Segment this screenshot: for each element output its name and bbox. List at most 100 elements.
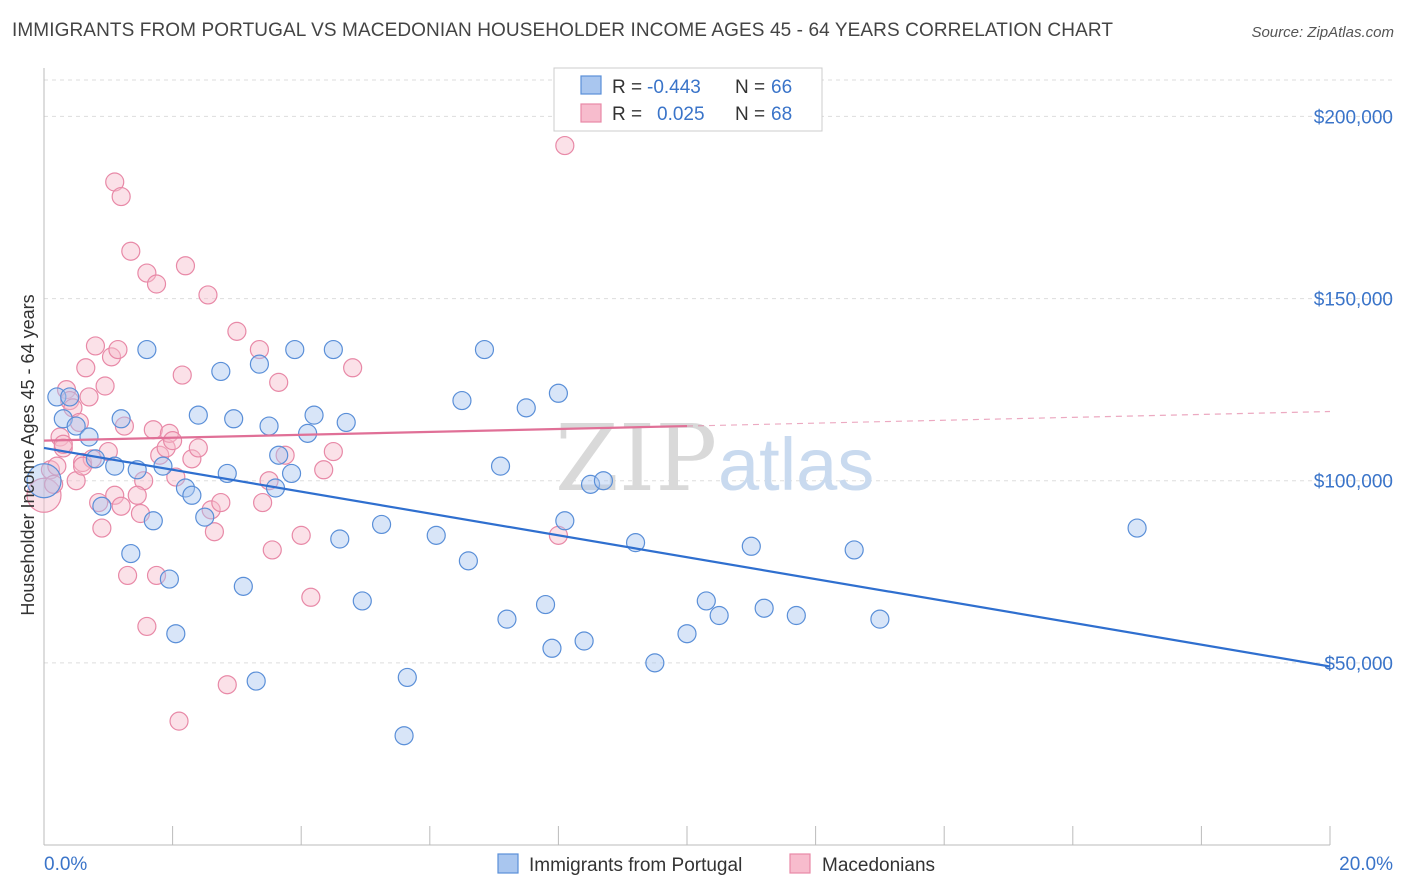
series-portugal-points bbox=[26, 339, 1147, 746]
macedonians-point-30 bbox=[137, 616, 157, 637]
portugal-point-27 bbox=[259, 416, 279, 436]
legend-label-macedonians: Macedonians bbox=[822, 855, 935, 876]
y-tick-label-3: $200,000 bbox=[1314, 107, 1393, 128]
portugal-point-36 bbox=[336, 412, 356, 433]
portugal-point-60 bbox=[741, 536, 761, 556]
trend-line-macedonians bbox=[43, 424, 688, 442]
portugal-point-17 bbox=[175, 478, 196, 498]
portugal-point-25 bbox=[246, 671, 266, 691]
macedonians-point-10 bbox=[69, 412, 89, 433]
trend-line-portugal bbox=[43, 446, 1331, 668]
portugal-point-38 bbox=[371, 514, 392, 535]
portugal-point-56 bbox=[645, 653, 665, 673]
portugal-point-52 bbox=[574, 631, 594, 651]
portugal-point-15 bbox=[159, 569, 179, 589]
stats-r-value-2: 0.025 bbox=[657, 104, 705, 125]
portugal-point-50 bbox=[548, 383, 569, 403]
macedonians-point-13 bbox=[79, 387, 99, 407]
portugal-point-44 bbox=[474, 339, 495, 360]
macedonians-point-57 bbox=[314, 460, 334, 480]
trend-line-macedonians-extension bbox=[686, 410, 1331, 427]
portugal-point-7 bbox=[92, 496, 112, 516]
y-tick-labels: $50,000 $100,000 $150,000 $200,000 bbox=[1314, 107, 1393, 674]
macedonians-point-58 bbox=[323, 441, 343, 462]
macedonians-point-20 bbox=[101, 347, 122, 367]
stats-n-value-2: 68 bbox=[771, 104, 792, 125]
macedonians-point-33 bbox=[146, 565, 167, 586]
portugal-point-58 bbox=[696, 591, 716, 611]
portugal-point-63 bbox=[844, 540, 864, 560]
macedonians-point-37 bbox=[163, 431, 183, 451]
macedonians-point-46 bbox=[211, 492, 231, 513]
macedonians-point-59 bbox=[343, 358, 363, 378]
macedonians-point-1 bbox=[40, 460, 61, 480]
portugal-point-26 bbox=[249, 354, 270, 374]
legend-swatch-macedonians bbox=[789, 853, 811, 874]
portugal-point-53 bbox=[580, 474, 601, 494]
y-tick-label-0: $50,000 bbox=[1324, 654, 1393, 675]
macedonians-point-44 bbox=[201, 500, 221, 520]
macedonians-point-17 bbox=[92, 518, 112, 538]
macedonians-point-16 bbox=[89, 492, 109, 513]
macedonians-point-12 bbox=[76, 358, 96, 378]
macedonians-point-18 bbox=[95, 376, 115, 396]
macedonians-point-26 bbox=[121, 241, 141, 261]
macedonians-point-34 bbox=[150, 445, 170, 465]
portugal-point-5 bbox=[79, 427, 99, 447]
portugal-point-16 bbox=[166, 624, 186, 644]
portugal-point-57 bbox=[677, 624, 697, 644]
series-macedonians-points bbox=[26, 135, 575, 731]
y-tick-label-2: $150,000 bbox=[1314, 290, 1393, 311]
portugal-point-64 bbox=[870, 609, 890, 629]
y-tick-label-1: $100,000 bbox=[1314, 472, 1393, 493]
portugal-point-46 bbox=[497, 609, 517, 629]
macedonians-point-67 bbox=[555, 135, 575, 156]
y-axis-label: Householder Income Ages 45 - 64 years bbox=[18, 294, 38, 615]
trend-lines bbox=[43, 410, 1331, 668]
portugal-point-54 bbox=[593, 471, 614, 491]
legend-label-portugal: Immigrants from Portugal bbox=[529, 855, 742, 876]
portugal-point-47 bbox=[516, 398, 536, 418]
stats-swatch-portugal bbox=[580, 75, 602, 95]
x-tick-label-0: 0.0% bbox=[44, 854, 87, 875]
macedonians-point-42 bbox=[182, 449, 202, 469]
portugal-point-29 bbox=[269, 445, 289, 465]
macedonians-point-31 bbox=[143, 420, 163, 440]
source-credit: Source: ZipAtlas.com bbox=[1251, 24, 1394, 41]
macedonians-point-21 bbox=[105, 485, 125, 505]
macedonians-point-52 bbox=[262, 540, 282, 560]
macedonians-point-55 bbox=[291, 525, 311, 545]
watermark-zip: ZIP bbox=[555, 405, 717, 512]
legend-swatch-portugal bbox=[497, 853, 519, 874]
portugal-point-39 bbox=[394, 726, 414, 746]
portugal-point-35 bbox=[330, 529, 350, 549]
portugal-point-23 bbox=[224, 409, 244, 429]
portugal-point-43 bbox=[458, 551, 478, 571]
macedonians-point-65 bbox=[127, 485, 147, 505]
macedonians-point-3 bbox=[47, 456, 67, 476]
portugal-point-10 bbox=[121, 543, 141, 564]
macedonians-point-15 bbox=[85, 336, 106, 356]
chart-title: IMMIGRANTS FROM PORTUGAL VS MACEDONIAN H… bbox=[12, 20, 1114, 41]
macedonians-point-49 bbox=[249, 339, 270, 360]
stats-n-label-2: N = bbox=[735, 104, 765, 125]
macedonians-point-38 bbox=[166, 467, 186, 487]
portugal-point-41 bbox=[426, 525, 446, 545]
macedonians-point-53 bbox=[269, 372, 289, 392]
macedonians-point-0 bbox=[26, 477, 62, 513]
portugal-point-49 bbox=[542, 638, 562, 658]
portugal-point-24 bbox=[233, 576, 253, 596]
axes bbox=[43, 68, 1331, 846]
macedonians-point-50 bbox=[253, 492, 273, 513]
portugal-point-18 bbox=[182, 485, 202, 505]
macedonians-point-25 bbox=[117, 565, 138, 586]
x-tick-label-1: 20.0% bbox=[1339, 854, 1393, 875]
portugal-point-51 bbox=[555, 511, 575, 531]
portugal-point-62 bbox=[786, 605, 806, 626]
watermark-atlas: atlas bbox=[718, 423, 874, 506]
macedonians-point-47 bbox=[217, 675, 237, 695]
stats-r-label-1: R = bbox=[612, 77, 642, 98]
stats-n-value-1: 66 bbox=[771, 77, 792, 98]
stats-swatch-macedonians bbox=[580, 103, 602, 123]
macedonians-point-23 bbox=[111, 496, 131, 516]
